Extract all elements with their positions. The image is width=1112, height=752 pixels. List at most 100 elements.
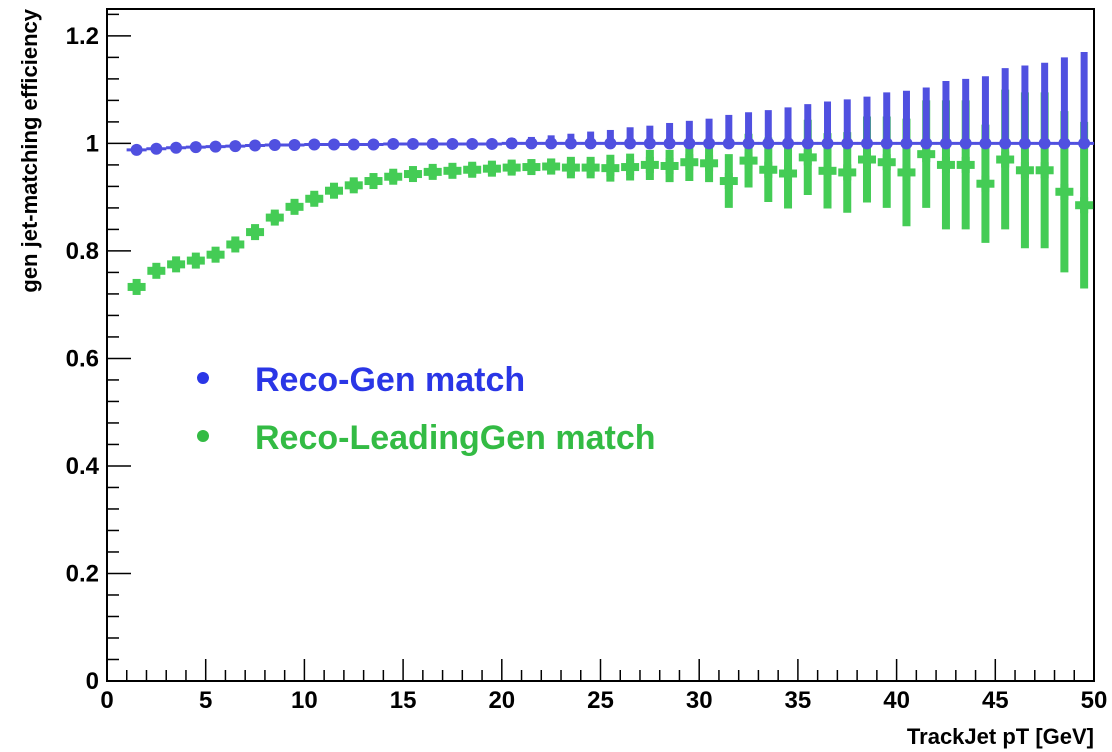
green-marker-v [1080, 197, 1089, 214]
blue-marker [939, 137, 952, 150]
x-tick-label: 35 [785, 687, 812, 714]
blue-marker [406, 137, 419, 150]
x-tick-label: 0 [100, 687, 113, 714]
x-tick-label: 25 [587, 687, 614, 714]
blue-marker [1058, 137, 1071, 150]
blue-marker [328, 138, 341, 151]
blue-marker [1018, 137, 1031, 150]
x-tick-label: 5 [199, 687, 212, 714]
y-tick-label: 0.2 [66, 560, 99, 587]
blue-marker [466, 137, 479, 150]
green-marker-v [784, 165, 793, 182]
green-marker-v [527, 159, 536, 176]
green-marker-v [231, 236, 240, 253]
green-marker-v [428, 163, 437, 180]
blue-marker [584, 137, 597, 150]
green-marker-v [172, 256, 181, 273]
green-marker-v [290, 198, 299, 215]
green-marker-v [665, 157, 674, 174]
blue-marker [841, 137, 854, 150]
data-series [126, 52, 1095, 295]
blue-marker [663, 137, 676, 150]
legend-bullet-reco-leadinggen [197, 430, 209, 442]
blue-marker [920, 137, 933, 150]
green-marker-v [843, 164, 852, 181]
y-tick-label: 0.8 [66, 238, 99, 265]
green-marker-v [132, 278, 141, 295]
green-marker-v [448, 162, 457, 179]
green-marker-v [606, 160, 615, 177]
blue-marker [308, 138, 321, 151]
blue-marker [564, 137, 577, 150]
blue-marker [782, 137, 795, 150]
blue-marker [742, 137, 755, 150]
blue-marker [209, 140, 222, 153]
blue-marker [821, 137, 834, 150]
green-marker-v [981, 175, 990, 192]
green-marker-v [468, 161, 477, 178]
green-marker-v [389, 168, 398, 185]
legend-label-reco-gen: Reco-Gen match [255, 361, 525, 399]
blue-marker [1038, 137, 1051, 150]
blue-marker [387, 137, 400, 150]
green-marker-v [408, 166, 417, 183]
blue-marker [999, 137, 1012, 150]
green-marker-v [724, 173, 733, 190]
green-marker-v [902, 164, 911, 181]
green-marker-v [330, 182, 339, 199]
green-marker-v [803, 149, 812, 166]
blue-marker [703, 137, 716, 150]
y-tick-label: 0 [86, 668, 99, 695]
blue-marker [959, 137, 972, 150]
blue-marker [150, 142, 163, 155]
green-marker-v [152, 262, 161, 279]
blue-marker [249, 139, 262, 152]
blue-marker [485, 137, 498, 150]
blue-marker [643, 137, 656, 150]
blue-marker [1078, 137, 1091, 150]
blue-marker [900, 137, 913, 150]
blue-marker [426, 137, 439, 150]
blue-marker [722, 137, 735, 150]
y-tick-label: 1 [86, 130, 99, 157]
green-marker-v [626, 159, 635, 176]
x-tick-label: 45 [982, 687, 1009, 714]
green-marker-v [369, 173, 378, 190]
blue-marker [367, 138, 380, 151]
blue-marker [683, 137, 696, 150]
green-marker-v [566, 159, 575, 176]
green-marker-v [507, 159, 516, 176]
green-marker-v [1060, 183, 1069, 200]
green-marker-v [961, 156, 970, 173]
series-reco-gen [126, 52, 1095, 156]
green-marker-v [1001, 151, 1010, 168]
x-axis-title: TrackJet pT [GeV] [907, 724, 1094, 749]
blue-marker [288, 139, 301, 152]
y-axis-ticks: 0 0.2 0.4 0.6 0.8 1 1.2 [66, 13, 131, 695]
blue-marker [505, 137, 518, 150]
green-marker-v [310, 190, 319, 207]
legend-bullet-reco-gen [197, 372, 209, 384]
x-tick-label: 40 [883, 687, 910, 714]
x-tick-label: 20 [488, 687, 515, 714]
green-marker-v [270, 209, 279, 226]
blue-marker [801, 137, 814, 150]
x-tick-label: 50 [1081, 687, 1108, 714]
green-marker-v [922, 146, 931, 163]
green-marker-v [349, 177, 358, 194]
legend-label-reco-leadinggen: Reco-LeadingGen match [255, 419, 656, 457]
x-tick-label: 30 [686, 687, 713, 714]
x-tick-label: 10 [291, 687, 318, 714]
y-tick-label: 0.4 [66, 453, 100, 480]
blue-marker [268, 139, 281, 152]
green-marker-v [744, 152, 753, 169]
green-marker-v [586, 159, 595, 176]
green-marker-v [764, 161, 773, 178]
x-axis-ticks: 0 5 10 15 20 25 30 35 40 45 50 [100, 659, 1107, 714]
x-tick-label: 15 [390, 687, 417, 714]
y-tick-label: 0.6 [66, 345, 99, 372]
blue-marker [525, 137, 538, 150]
green-marker-v [645, 156, 654, 173]
blue-marker [860, 137, 873, 150]
